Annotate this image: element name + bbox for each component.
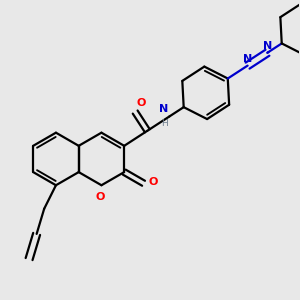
Text: O: O xyxy=(95,192,105,202)
Text: N: N xyxy=(243,54,252,64)
Text: O: O xyxy=(148,177,158,187)
Text: N: N xyxy=(159,104,168,114)
Text: O: O xyxy=(137,98,146,109)
Text: H: H xyxy=(161,119,168,128)
Text: N: N xyxy=(263,41,272,51)
